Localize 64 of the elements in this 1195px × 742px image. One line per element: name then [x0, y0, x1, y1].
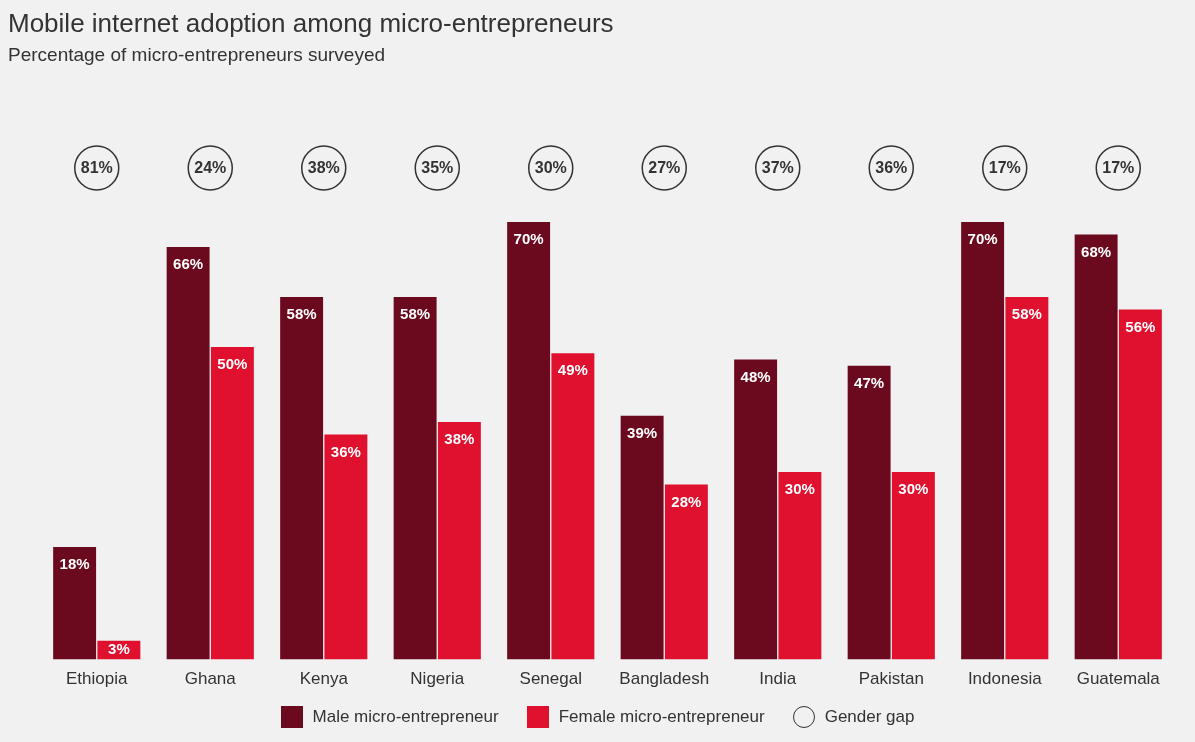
bar	[1005, 297, 1049, 660]
legend-label: Female micro-entrepreneur	[558, 707, 765, 727]
bar	[437, 422, 481, 660]
x-tick-label: Senegal	[519, 669, 582, 689]
x-tick-label: Bangladesh	[619, 669, 710, 689]
bar	[778, 472, 822, 660]
data-label: 3%	[108, 640, 130, 658]
data-label: 58%	[1011, 305, 1042, 323]
data-label: 38%	[444, 430, 475, 448]
text: 36%	[875, 159, 908, 177]
bar	[620, 415, 664, 660]
text: 24%	[194, 159, 227, 177]
data-label: 39%	[627, 423, 658, 441]
text: 81%	[80, 159, 113, 177]
bar	[734, 359, 778, 660]
legend-label: Male micro-entrepreneur	[312, 707, 499, 727]
data-label: 68%	[1081, 242, 1112, 260]
bar	[393, 297, 437, 660]
data-label: 66%	[173, 255, 204, 273]
data-label: 18%	[59, 555, 90, 573]
chart-title: Mobile internet adoption among micro-entrepreneurs	[8, 8, 614, 39]
data-label: 36%	[330, 442, 361, 460]
data-label: 48%	[740, 367, 771, 385]
bar	[551, 353, 595, 660]
x-tick-label: Ghana	[184, 669, 237, 689]
data-label: 30%	[784, 480, 815, 498]
text: Gender gap	[824, 707, 915, 727]
bar	[210, 347, 254, 660]
text: 35%	[421, 159, 454, 177]
bar	[1118, 309, 1162, 660]
x-tick-label: India	[759, 669, 797, 689]
text: 27%	[648, 159, 681, 177]
data-label: 30%	[898, 480, 929, 498]
x-tick-label: Kenya	[299, 669, 349, 689]
text: 17%	[988, 159, 1021, 177]
data-label: 50%	[217, 355, 248, 373]
bar	[961, 222, 1005, 660]
bar	[166, 247, 210, 660]
data-label: 47%	[854, 373, 885, 391]
data-label: 70%	[967, 230, 998, 248]
bar	[664, 484, 708, 660]
x-tick-label: Ethiopia	[66, 669, 129, 689]
bar	[847, 365, 891, 660]
text: 38%	[307, 159, 340, 177]
data-label: 70%	[513, 230, 544, 248]
data-label: 58%	[400, 305, 431, 323]
bar	[1074, 234, 1118, 660]
bar	[280, 297, 324, 660]
x-tick-label: Guatemala	[1076, 669, 1161, 689]
x-tick-label: Indonesia	[967, 669, 1043, 689]
data-label: 56%	[1125, 317, 1156, 335]
x-tick-label: Pakistan	[858, 669, 924, 689]
data-label: 49%	[557, 361, 588, 379]
x-tick-label: Nigeria	[410, 669, 465, 689]
text: 37%	[761, 159, 794, 177]
bar	[507, 222, 551, 660]
bar	[324, 434, 368, 660]
data-label: 58%	[286, 305, 317, 323]
text: 30%	[534, 159, 567, 177]
bar	[53, 547, 97, 660]
chart-subtitle: Percentage of micro-entrepreneurs surveyed	[8, 44, 386, 66]
bar	[891, 472, 935, 660]
data-label: 28%	[671, 492, 702, 510]
text: 17%	[1102, 159, 1135, 177]
